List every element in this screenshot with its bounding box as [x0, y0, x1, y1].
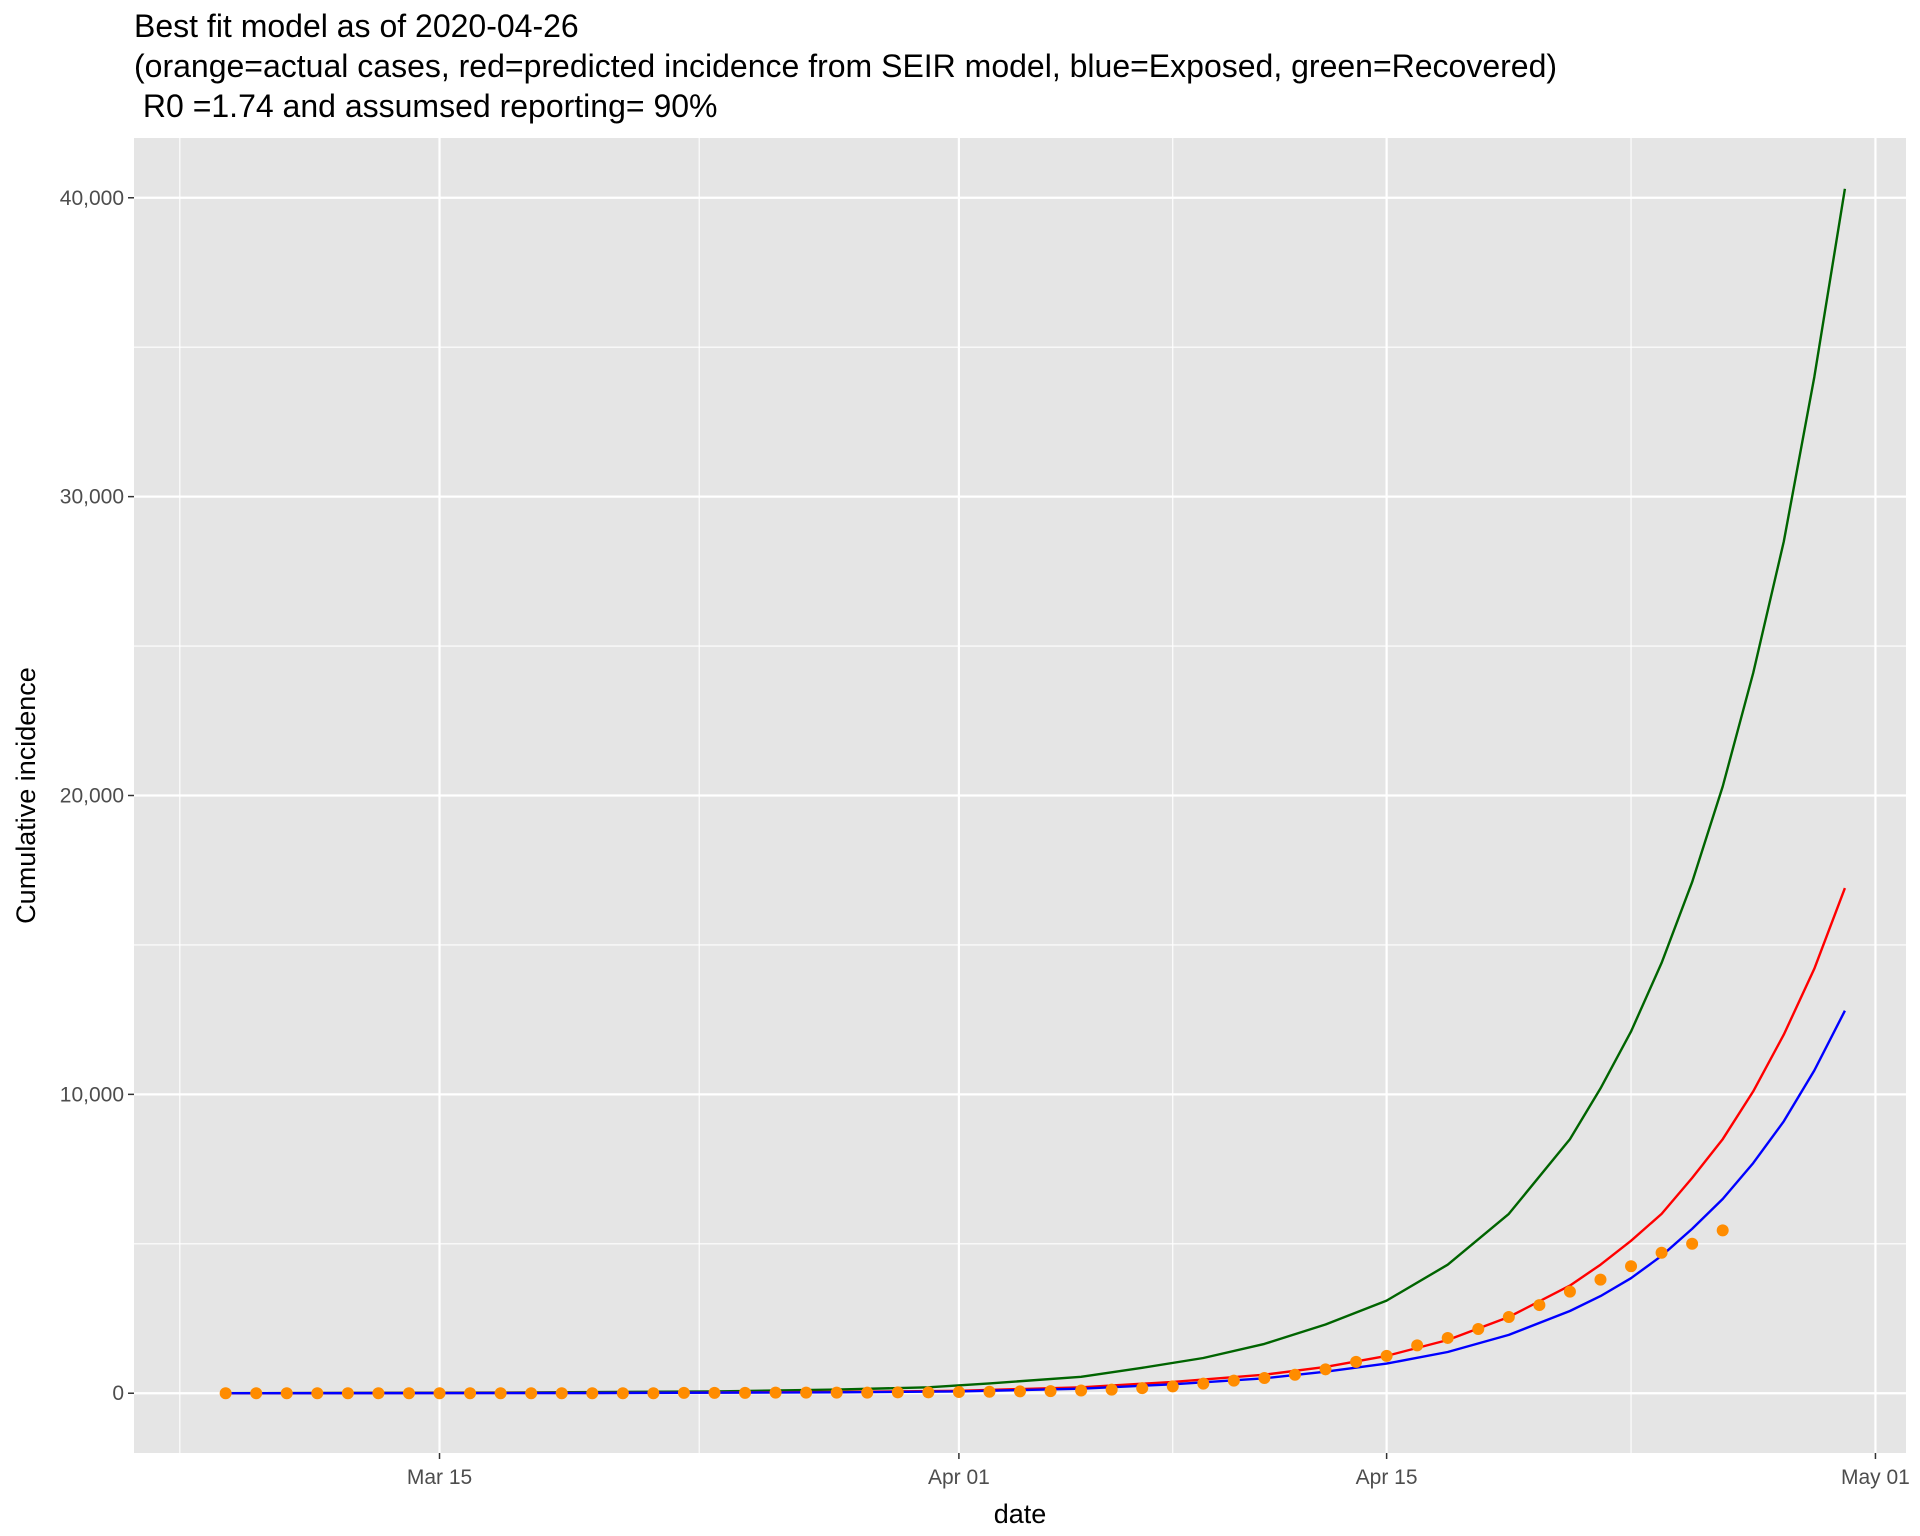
data-point [1411, 1339, 1424, 1352]
data-point [800, 1386, 813, 1399]
series-layer [219, 188, 1847, 1400]
x-axis-title: date [994, 1499, 1047, 1529]
x-tick-label: May 01 [1841, 1466, 1910, 1489]
data-point [1288, 1368, 1301, 1381]
data-point [311, 1387, 324, 1400]
x-tick-label: Apr 01 [928, 1466, 990, 1489]
data-point [983, 1385, 996, 1398]
data-point [1350, 1355, 1363, 1368]
data-point [1533, 1299, 1546, 1312]
data-point [1319, 1363, 1332, 1376]
chart-subtitle-params: R0 =1.74 and assumsed reporting= 90% [134, 88, 718, 124]
data-point [922, 1386, 935, 1399]
data-point [1044, 1385, 1057, 1398]
data-point [1563, 1285, 1576, 1298]
data-point [280, 1387, 293, 1400]
data-point [677, 1386, 690, 1399]
x-tick-label: Apr 15 [1356, 1466, 1418, 1489]
data-point [1075, 1384, 1088, 1397]
y-tick-label: 0 [112, 1382, 124, 1405]
data-point [1625, 1260, 1638, 1273]
series-line-2 [225, 1010, 1846, 1395]
y-tick-label: 30,000 [60, 486, 124, 509]
y-tick-label: 10,000 [60, 1083, 124, 1106]
data-point [433, 1387, 446, 1400]
data-point [1716, 1224, 1729, 1237]
data-point [1655, 1246, 1668, 1259]
data-point [616, 1387, 629, 1400]
data-point [250, 1387, 263, 1400]
chart-subtitle-legend: (orange=actual cases, red=predicted inci… [134, 48, 1558, 84]
data-point [769, 1386, 782, 1399]
data-point [739, 1386, 752, 1399]
series-line-0 [225, 188, 1847, 1395]
data-point [1502, 1311, 1515, 1324]
data-point [1105, 1383, 1118, 1396]
data-point [1227, 1374, 1240, 1387]
data-point [464, 1387, 477, 1400]
y-tick-label: 40,000 [60, 187, 124, 210]
data-point [1014, 1385, 1026, 1398]
data-point [586, 1387, 599, 1400]
data-point [1380, 1349, 1393, 1362]
data-point [1472, 1322, 1485, 1335]
data-point [341, 1387, 354, 1400]
data-point [219, 1387, 232, 1400]
data-point [1441, 1331, 1454, 1344]
data-point [555, 1387, 568, 1400]
data-point [1166, 1380, 1179, 1393]
chart-title: Best fit model as of 2020-04-26 [134, 8, 579, 44]
data-point [402, 1387, 415, 1400]
axes-layer: 0 10,000 20,000 30,000 40,000 Mar 15 Apr 01 Apr… [60, 187, 1910, 1489]
data-point [1197, 1377, 1210, 1390]
data-point [1594, 1273, 1607, 1286]
data-point [525, 1387, 538, 1400]
y-tick-label: 20,000 [60, 785, 124, 808]
x-tick-label: Mar 15 [407, 1466, 472, 1489]
data-point [372, 1387, 385, 1400]
data-point [708, 1386, 721, 1399]
data-point [891, 1386, 904, 1399]
data-point [830, 1386, 843, 1399]
data-point [1686, 1237, 1699, 1250]
data-point [647, 1387, 660, 1400]
data-point [952, 1386, 965, 1399]
data-point [1136, 1382, 1149, 1395]
data-point [1258, 1371, 1271, 1384]
data-point [861, 1386, 874, 1399]
y-axis-title: Cumulative incidence [11, 667, 41, 924]
data-point [494, 1387, 507, 1400]
